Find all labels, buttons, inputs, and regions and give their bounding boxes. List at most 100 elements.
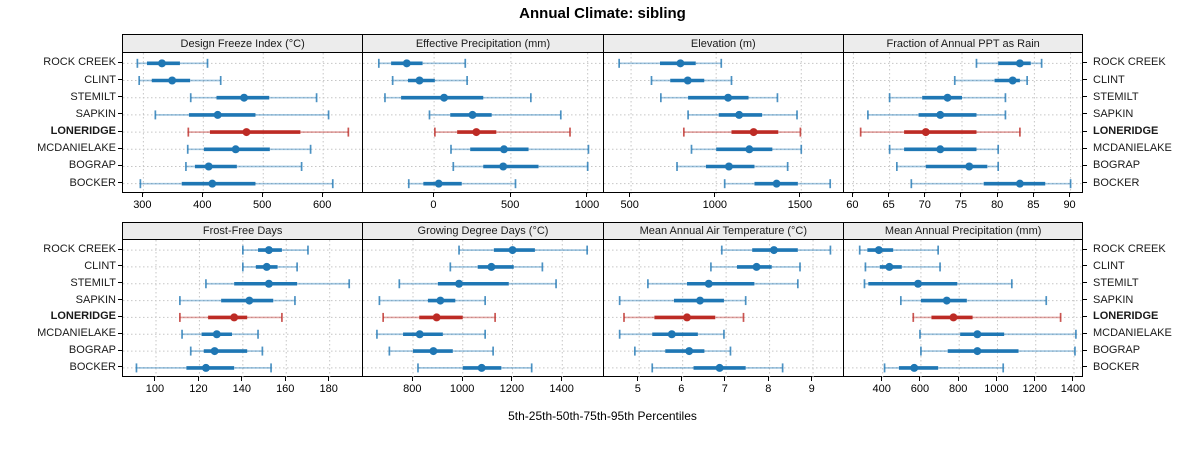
- median-dot: [208, 179, 217, 188]
- y-axis-tick: [118, 248, 122, 250]
- site-label-right: ROCK CREEK: [1093, 56, 1166, 69]
- x-axis-tick: [411, 377, 413, 381]
- panel-strip: Fraction of Annual PPT as Rain: [843, 34, 1084, 52]
- y-axis-tick: [118, 79, 122, 80]
- site-label-right: LONERIDGE: [1093, 125, 1159, 138]
- median-dot: [264, 246, 273, 255]
- median-dot: [772, 179, 781, 188]
- panel-series-canvas: [123, 240, 364, 378]
- site-label-left: BOGRAP: [68, 159, 116, 172]
- median-dot: [240, 93, 249, 102]
- median-dot: [168, 76, 177, 85]
- x-axis-tick: [197, 377, 199, 381]
- median-dot: [1008, 76, 1017, 85]
- site-label-left: SAPKIN: [75, 107, 116, 120]
- y-axis-tick: [118, 366, 122, 368]
- site-label-left: ROCK CREEK: [43, 243, 116, 256]
- median-dot: [212, 330, 221, 339]
- x-axis-tick: [586, 193, 588, 197]
- median-dot: [885, 262, 894, 271]
- site-label-left: STEMILT: [70, 90, 116, 103]
- site-label-right: STEMILT: [1093, 90, 1139, 103]
- panel-strip: Growing Degree Days (°C): [362, 222, 603, 239]
- x-axis-tick-label: 1000: [574, 199, 600, 211]
- y-axis-tick: [1083, 332, 1088, 334]
- median-dot: [415, 76, 424, 85]
- site-label-right: LONERIDGE: [1093, 310, 1159, 323]
- x-axis-tick-label: 1200: [1022, 383, 1047, 395]
- panel-plot: [843, 239, 1085, 378]
- x-axis-tick-label: 160: [276, 383, 295, 395]
- x-axis-tick: [799, 193, 801, 197]
- x-axis-tick: [509, 193, 511, 197]
- x-axis-tick-label: 400: [193, 199, 212, 211]
- x-axis-tick-label: 1000: [984, 383, 1009, 395]
- median-dot: [874, 246, 883, 255]
- x-axis-tick-label: 60: [846, 199, 859, 211]
- site-label-right: SAPKIN: [1093, 107, 1134, 120]
- panel-strip: Frost-Free Days: [122, 222, 363, 239]
- x-axis-tick-label: 90: [1063, 199, 1076, 211]
- median-dot: [745, 145, 754, 154]
- x-axis-tick-label: 800: [949, 383, 968, 395]
- y-axis-tick: [1083, 130, 1088, 132]
- median-dot: [769, 246, 778, 255]
- y-axis-tick: [1083, 61, 1088, 63]
- panel-series-canvas: [844, 53, 1085, 194]
- median-dot: [436, 296, 445, 305]
- median-dot: [432, 313, 441, 322]
- x-axis-tick-label: 8: [765, 383, 772, 395]
- median-dot: [1015, 179, 1024, 188]
- site-label-left: BOCKER: [69, 176, 116, 189]
- y-axis-tick: [118, 61, 122, 63]
- y-axis-tick: [1083, 315, 1088, 317]
- x-axis-tick-label: 600: [910, 383, 930, 395]
- panel-title: Mean Annual Precipitation (mm): [884, 225, 1042, 237]
- median-dot: [914, 279, 923, 288]
- x-axis-tick-label: 800: [403, 383, 422, 395]
- panel-plot: [122, 52, 364, 194]
- median-dot: [683, 76, 692, 85]
- x-axis-tick-label: 140: [232, 383, 251, 395]
- x-axis-tick: [637, 377, 639, 381]
- median-dot: [416, 330, 425, 339]
- y-axis-tick: [118, 332, 122, 334]
- median-dot: [667, 330, 676, 339]
- x-axis-tick-label: 1500: [787, 199, 813, 211]
- x-axis-tick-label: 500: [253, 199, 272, 211]
- median-dot: [157, 59, 166, 68]
- x-axis-tick: [201, 193, 203, 197]
- x-axis-tick-label: 65: [882, 199, 895, 211]
- y-axis-tick: [1083, 349, 1088, 351]
- site-label-right: STEMILT: [1093, 276, 1139, 289]
- median-dot: [508, 246, 517, 255]
- x-axis-tick: [241, 377, 243, 381]
- panel-strip: Mean Annual Precipitation (mm): [843, 222, 1084, 239]
- y-axis-tick: [1083, 147, 1088, 149]
- median-dot: [936, 110, 945, 119]
- percentiles-caption: 5th-25th-50th-75th-95th Percentiles: [508, 409, 697, 423]
- x-axis-tick-label: 75: [954, 199, 968, 211]
- median-dot: [936, 145, 945, 154]
- y-axis-tick: [1083, 113, 1088, 115]
- y-axis-tick: [1083, 282, 1088, 284]
- y-axis-tick: [118, 96, 122, 98]
- median-dot: [1015, 59, 1024, 68]
- median-dot: [429, 347, 438, 356]
- panel-strip: Elevation (m): [602, 34, 843, 52]
- median-dot: [752, 262, 761, 271]
- x-axis-tick: [1034, 377, 1036, 381]
- site-label-right: MCDANIELAKE: [1093, 142, 1172, 155]
- median-dot: [965, 162, 974, 171]
- median-dot: [468, 110, 477, 119]
- median-dot: [949, 313, 958, 322]
- panel-series-canvas: [603, 240, 844, 378]
- median-dot: [230, 313, 239, 322]
- x-axis-tick: [851, 193, 853, 197]
- median-dot: [499, 162, 508, 171]
- y-axis-tick: [118, 315, 122, 317]
- site-label-right: SAPKIN: [1093, 293, 1134, 306]
- panel-title: Frost-Free Days: [202, 225, 283, 237]
- panel-strip: Design Freeze Index (°C): [122, 34, 363, 52]
- site-label-right: ROCK CREEK: [1093, 243, 1166, 256]
